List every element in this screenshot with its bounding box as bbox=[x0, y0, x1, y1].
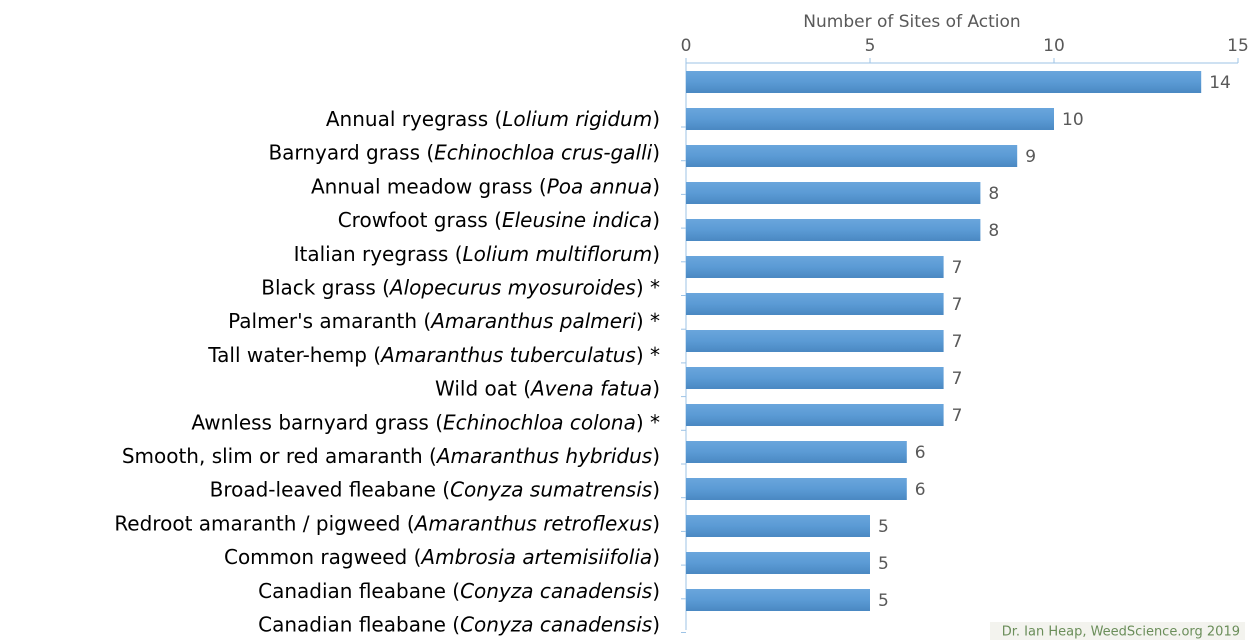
x-tick-label: 5 bbox=[865, 36, 876, 56]
value-label: 7 bbox=[952, 406, 963, 426]
value-label: 7 bbox=[952, 295, 963, 315]
value-label: 9 bbox=[1025, 147, 1036, 167]
category-label: Smooth, slim or red amaranth (Amaranthus… bbox=[122, 444, 660, 468]
value-label: 5 bbox=[878, 517, 889, 537]
x-tick-label: 10 bbox=[1043, 36, 1065, 56]
category-label: Crowfoot grass (Eleusine indica) bbox=[338, 208, 660, 232]
value-label: 8 bbox=[988, 184, 999, 204]
bar bbox=[686, 552, 870, 574]
bar bbox=[686, 71, 1202, 93]
value-label: 7 bbox=[952, 369, 963, 389]
value-label: 7 bbox=[952, 258, 963, 278]
category-label: Common ragweed (Ambrosia artemisiifolia) bbox=[224, 545, 660, 569]
bar bbox=[686, 182, 981, 204]
category-label: Italian ryegrass (Lolium multiflorum) bbox=[294, 241, 660, 265]
value-label: 6 bbox=[915, 443, 926, 463]
bar bbox=[686, 219, 981, 241]
value-label: 7 bbox=[952, 332, 963, 352]
value-label: 5 bbox=[878, 591, 889, 611]
category-label: Annual ryegrass (Lolium rigidum) bbox=[326, 107, 660, 131]
bar bbox=[686, 108, 1054, 130]
category-label: Annual meadow grass (Poa annua) bbox=[311, 174, 660, 198]
category-label: Canadian fleabane (Conyza canadensis) bbox=[258, 612, 660, 636]
category-label: Black grass (Alopecurus myosuroides) * bbox=[261, 275, 660, 299]
category-label: Canadian fleabane (Conyza canadensis) bbox=[258, 578, 660, 602]
value-label: 14 bbox=[1209, 73, 1231, 93]
credit-bg bbox=[990, 622, 1245, 640]
x-tick-label: 15 bbox=[1227, 36, 1249, 56]
category-label: Wild oat (Avena fatua) bbox=[435, 376, 660, 400]
bar bbox=[686, 330, 944, 352]
value-label: 8 bbox=[988, 221, 999, 241]
category-label: Palmer's amaranth (Amaranthus palmeri) * bbox=[228, 309, 660, 333]
bar bbox=[686, 293, 944, 315]
bar bbox=[686, 589, 870, 611]
category-label: Redroot amaranth / pigweed (Amaranthus r… bbox=[114, 511, 660, 535]
bar bbox=[686, 515, 870, 537]
bar bbox=[686, 478, 907, 500]
value-label: 10 bbox=[1062, 110, 1084, 130]
category-label: Barnyard grass (Echinochloa crus-galli) bbox=[268, 140, 660, 164]
value-label: 6 bbox=[915, 480, 926, 500]
bar bbox=[686, 145, 1018, 167]
credit: Dr. Ian Heap, WeedScience.org 2019 bbox=[1002, 625, 1240, 640]
category-label: Awnless barnyard grass (Echinochloa colo… bbox=[191, 410, 660, 434]
x-tick-label: 0 bbox=[681, 36, 692, 56]
bar bbox=[686, 256, 944, 278]
category-label: Tall water-hemp (Amaranthus tuberculatus… bbox=[207, 342, 660, 366]
bar bbox=[686, 367, 944, 389]
value-label: 5 bbox=[878, 554, 889, 574]
axis-title: Number of Sites of Action bbox=[803, 12, 1020, 32]
bar bbox=[686, 404, 944, 426]
category-label: Broad-leaved fleabane (Conyza sumatrensi… bbox=[210, 477, 660, 501]
bar bbox=[686, 441, 907, 463]
